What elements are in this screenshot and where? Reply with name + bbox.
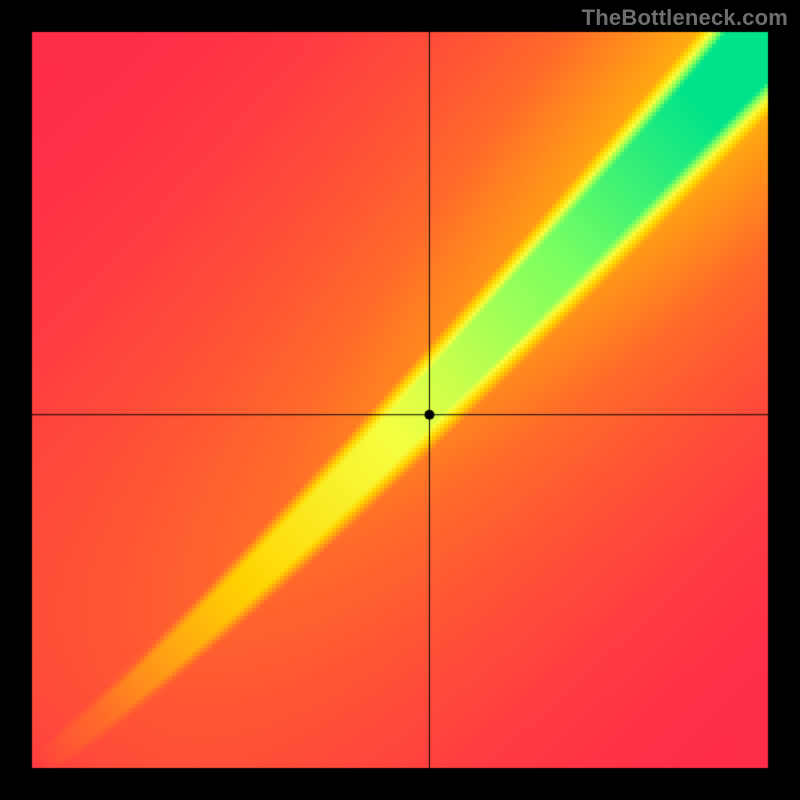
chart-container: TheBottleneck.com [0, 0, 800, 800]
bottleneck-heatmap [0, 0, 800, 800]
watermark-text: TheBottleneck.com [582, 5, 788, 31]
